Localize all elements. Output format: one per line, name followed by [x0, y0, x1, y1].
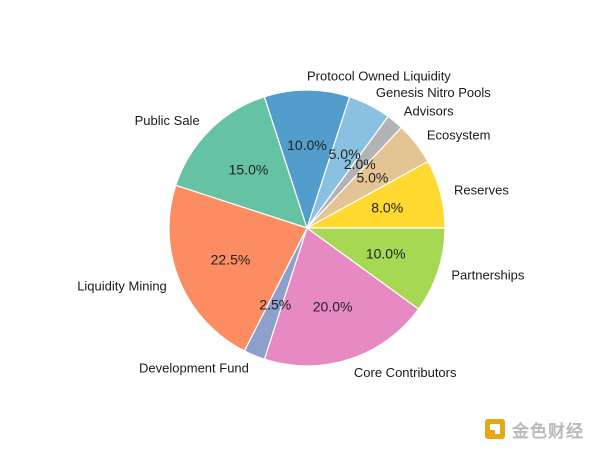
category-label-public-sale: Public Sale — [135, 113, 200, 128]
category-label-genesis-nitro-pools: Genesis Nitro Pools — [376, 85, 491, 100]
pct-label-liquidity-mining: 22.5% — [211, 252, 251, 268]
pct-label-protocol-owned-liquidity: 10.0% — [287, 137, 327, 153]
category-label-development-fund: Development Fund — [139, 361, 249, 376]
pct-label-public-sale: 15.0% — [229, 162, 269, 178]
category-label-ecosystem: Ecosystem — [427, 128, 491, 143]
category-labels: Public Sale Protocol Owned LiquidityGenes… — [77, 69, 525, 380]
watermark-logo-icon — [485, 419, 505, 439]
pie-slice-partnerships — [305, 227, 446, 310]
category-label-liquidity-mining: Liquidity Mining — [77, 279, 167, 294]
pct-label-genesis-nitro-pools: 5.0% — [329, 146, 361, 162]
category-label-protocol-owned-liquidity: Protocol Owned Liquidity — [307, 69, 451, 84]
pie-slice-public-sale — [174, 95, 308, 229]
pie-slice-liquidity-mining — [168, 184, 308, 352]
category-label-advisors: Advisors — [404, 104, 454, 119]
watermark: 金色财经 — [484, 417, 584, 442]
category-label-reserves: Reserves — [454, 183, 509, 198]
pct-label-development-fund: 2.5% — [259, 297, 291, 313]
pct-label-ecosystem: 5.0% — [356, 169, 388, 185]
pct-label-partnerships: 10.0% — [366, 246, 406, 262]
pie-slice-core-contributors — [263, 227, 420, 367]
percentage-labels: 15.0%10.0%5.0%2.0%5.0%8.0%10.0%20.0%2.5%… — [211, 137, 406, 315]
category-label-partnerships: Partnerships — [451, 267, 524, 282]
category-label-core-contributors: Core Contributors — [354, 365, 457, 380]
pie-slice-protocol-owned-liquidity — [263, 89, 351, 230]
pct-label-advisors: 2.0% — [344, 156, 376, 172]
pct-label-reserves: 8.0% — [371, 199, 403, 215]
watermark-text: 金色财经 — [512, 421, 584, 442]
pct-label-core-contributors: 20.0% — [313, 299, 353, 315]
pie-slices — [168, 89, 446, 367]
